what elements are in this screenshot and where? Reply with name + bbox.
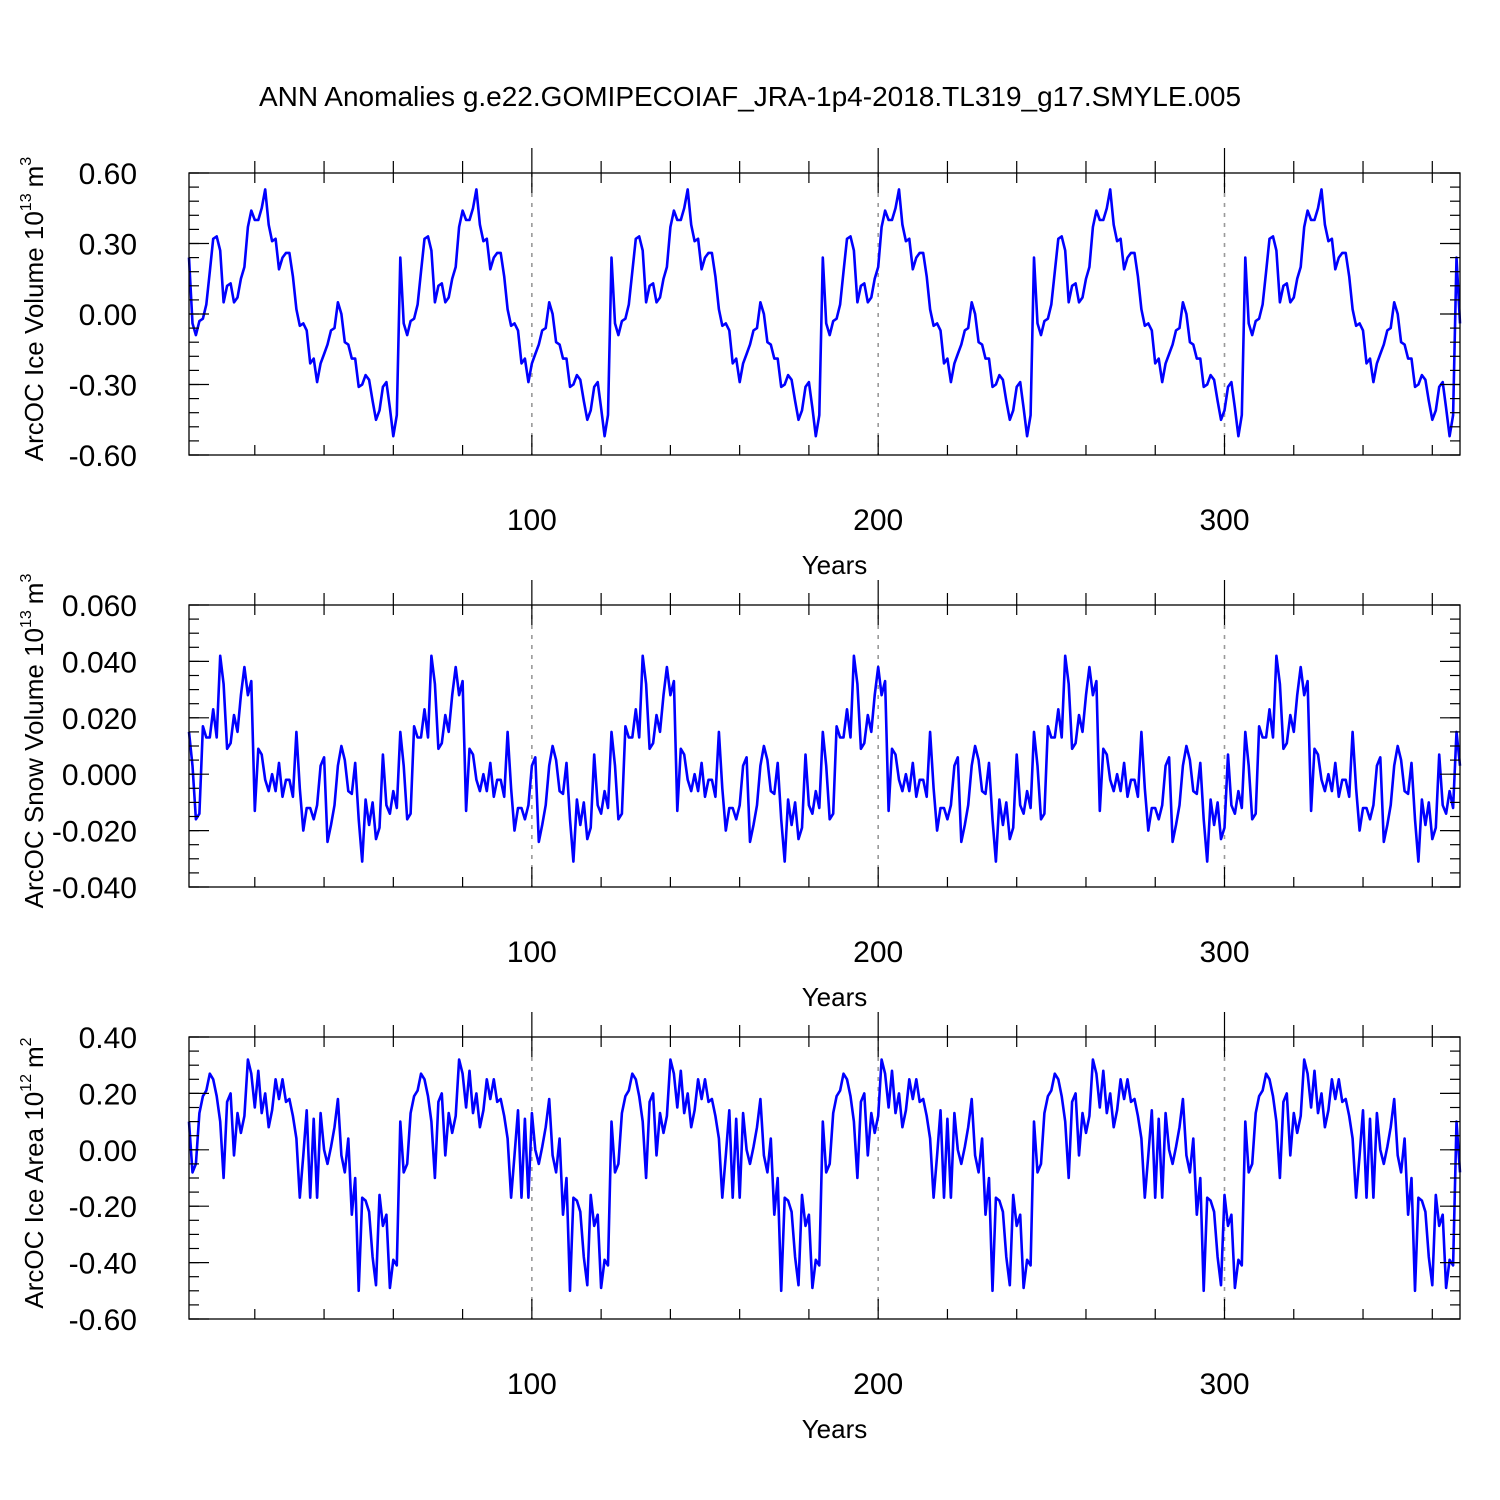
x-axis-title: Years bbox=[802, 1414, 868, 1444]
series-line-snow-volume bbox=[187, 654, 1462, 863]
y-axis-title-unit-exponent: 3 bbox=[18, 574, 35, 583]
y-tick-label: -0.60 bbox=[69, 1304, 137, 1337]
x-axis-title: Years bbox=[802, 982, 868, 1012]
x-tick-label: 100 bbox=[507, 936, 557, 969]
y-axis-title-exponent: 13 bbox=[18, 610, 35, 628]
series-line-ice-area bbox=[187, 1058, 1462, 1293]
y-tick-label: -0.040 bbox=[52, 872, 137, 905]
y-axis-title: ArcOC Ice Volume 1013 m3 bbox=[18, 157, 49, 461]
figure-title: ANN Anomalies g.e22.GOMIPECOIAF_JRA-1p4-… bbox=[259, 81, 1241, 112]
y-axis-title: ArcOC Ice Area 1012 m2 bbox=[18, 1037, 49, 1308]
y-axis-title-main: ArcOC Ice Area 10 bbox=[19, 1092, 49, 1309]
y-tick-label: 0.020 bbox=[62, 703, 137, 736]
y-axis-title-unit: m bbox=[19, 583, 49, 605]
series-line-ice-volume bbox=[187, 188, 1462, 438]
x-tick-label: 100 bbox=[507, 1368, 557, 1401]
y-axis-title-unit: m bbox=[19, 1046, 49, 1068]
y-axis-title-unit-exponent: 2 bbox=[18, 1037, 35, 1046]
y-axis-title: ArcOC Snow Volume 1013 m3 bbox=[18, 574, 49, 909]
x-tick-label: 100 bbox=[507, 504, 557, 537]
x-tick-label: 300 bbox=[1199, 936, 1249, 969]
y-axis-title-exponent: 13 bbox=[18, 193, 35, 211]
y-tick-label: 0.000 bbox=[62, 759, 137, 792]
x-tick-label: 200 bbox=[853, 1368, 903, 1401]
y-tick-label: 0.040 bbox=[62, 646, 137, 679]
panel-ice-volume: 100 200 300 -0.60 -0.30 0.00 0.30 0.60 Years ArcO… bbox=[18, 148, 1462, 580]
y-tick-label: -0.020 bbox=[52, 816, 137, 849]
x-tick-label: 200 bbox=[853, 936, 903, 969]
y-axis-title-main: ArcOC Snow Volume 10 bbox=[19, 628, 49, 908]
y-tick-label: 0.60 bbox=[79, 158, 137, 191]
y-tick-label: -0.30 bbox=[69, 370, 137, 403]
y-tick-label: -0.20 bbox=[69, 1191, 137, 1224]
panel-ice-area: 100 200 300 -0.60 -0.40 -0.20 0.00 0.20 0.40 Year… bbox=[18, 1012, 1462, 1444]
y-axis-title-unit: m bbox=[19, 166, 49, 188]
x-tick-label: 300 bbox=[1199, 504, 1249, 537]
x-tick-label: 200 bbox=[853, 504, 903, 537]
x-tick-label: 300 bbox=[1199, 1368, 1249, 1401]
y-tick-label: 0.40 bbox=[79, 1022, 137, 1055]
y-tick-label: 0.060 bbox=[62, 590, 137, 623]
y-tick-label: 0.00 bbox=[79, 299, 137, 332]
y-tick-label: 0.20 bbox=[79, 1078, 137, 1111]
panels: 100 200 300 -0.60 -0.30 0.00 0.30 0.60 Years ArcO… bbox=[18, 148, 1462, 1444]
panel-snow-volume: 100 200 300 -0.040 -0.020 0.000 0.020 0.040 0.06… bbox=[18, 574, 1462, 1012]
y-tick-label: -0.40 bbox=[69, 1248, 137, 1281]
y-axis-title-exponent: 12 bbox=[18, 1074, 35, 1092]
y-tick-label: -0.60 bbox=[69, 440, 137, 473]
y-axis-title-unit-exponent: 3 bbox=[18, 157, 35, 166]
x-axis-title: Years bbox=[802, 550, 868, 580]
y-tick-label: 0.30 bbox=[79, 229, 137, 262]
y-axis-title-main: ArcOC Ice Volume 10 bbox=[19, 211, 49, 461]
y-tick-label: 0.00 bbox=[79, 1135, 137, 1168]
